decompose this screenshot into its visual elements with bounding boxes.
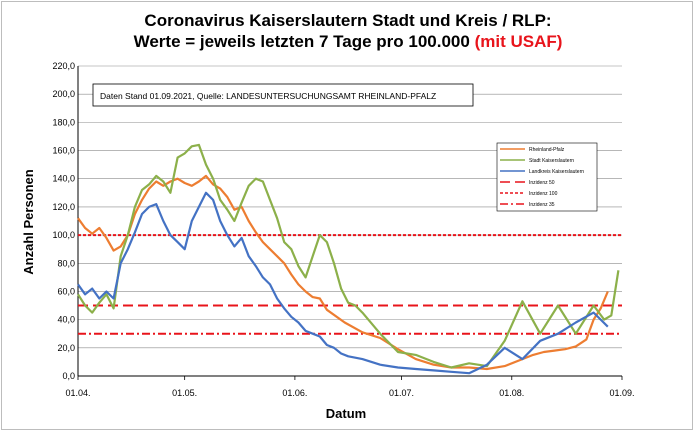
x-axis-label: Datum	[326, 406, 366, 421]
x-tick-label: 01.06.	[282, 388, 307, 398]
legend-entry-landkreis-kaiserslautern: Landkreis Kaiserslautern	[529, 169, 584, 175]
series-line-rheinland-pfalz	[77, 174, 609, 371]
y-tick-labels: 0,0 20,0 40,0 60,0 80,0 100,0 120,0 140,0 160,0 1…	[52, 61, 75, 381]
legend-box	[496, 142, 598, 212]
chart-title-line2-red: (mit USAF)	[474, 32, 563, 51]
series-lines	[77, 143, 620, 375]
y-tick-label: 160,0	[52, 146, 75, 156]
legend-entry-inzidenz-100: Inzidenz 100	[529, 191, 558, 197]
x-tick-label: 01.09.	[609, 388, 634, 398]
legend-entry-inzidenz-35: Inzidenz 35	[529, 202, 555, 208]
y-tick-label: 0,0	[62, 371, 75, 381]
reference-lines	[78, 234, 622, 335]
chart-title-line2-black: Werte = jeweils letzten 7 Tage pro 100.0…	[133, 32, 475, 51]
y-tick-label: 180,0	[52, 117, 75, 127]
y-tick-label: 100,0	[52, 230, 75, 240]
legend-entry-stadt-kaiserslautern: Stadt Kaiserslautern	[529, 158, 574, 164]
x-tick-labels: 01.04. 01.05. 01.06. 01.07. 01.08. 01.09.	[65, 388, 634, 398]
annotation-box	[92, 83, 474, 107]
y-axis-label: Anzahl Personen	[21, 169, 36, 275]
y-tick-label: 40,0	[57, 315, 75, 325]
x-tick-label: 01.07.	[389, 388, 414, 398]
x-tick-label: 01.04.	[65, 388, 90, 398]
legend-entry-inzidenz-50: Inzidenz 50	[529, 180, 555, 186]
y-tick-label: 200,0	[52, 89, 75, 99]
x-tick-label: 01.05.	[172, 388, 197, 398]
series-line-stadt-kaiserslautern	[77, 143, 620, 369]
legend: Rheinland-Pfalz Stadt Kaiserslautern Landk…	[496, 142, 598, 212]
annotation-text: Daten Stand 01.09.2021, Quelle: LANDESUN…	[100, 91, 436, 101]
chart-title-line2: Werte = jeweils letzten 7 Tage pro 100.0…	[0, 32, 696, 52]
chart-title-line1: Coronavirus Kaiserslautern Stadt und Kre…	[144, 11, 552, 30]
y-tick-label: 60,0	[57, 286, 75, 296]
legend-entry-rheinland-pfalz: Rheinland-Pfalz	[529, 147, 565, 153]
x-tick-label: 01.08.	[499, 388, 524, 398]
y-tick-label: 120,0	[52, 202, 75, 212]
y-tick-label: 220,0	[52, 61, 75, 71]
y-tick-label: 80,0	[57, 258, 75, 268]
series-line-landkreis-kaiserslautern	[77, 191, 609, 375]
y-tick-label: 140,0	[52, 174, 75, 184]
y-tick-label: 20,0	[57, 343, 75, 353]
